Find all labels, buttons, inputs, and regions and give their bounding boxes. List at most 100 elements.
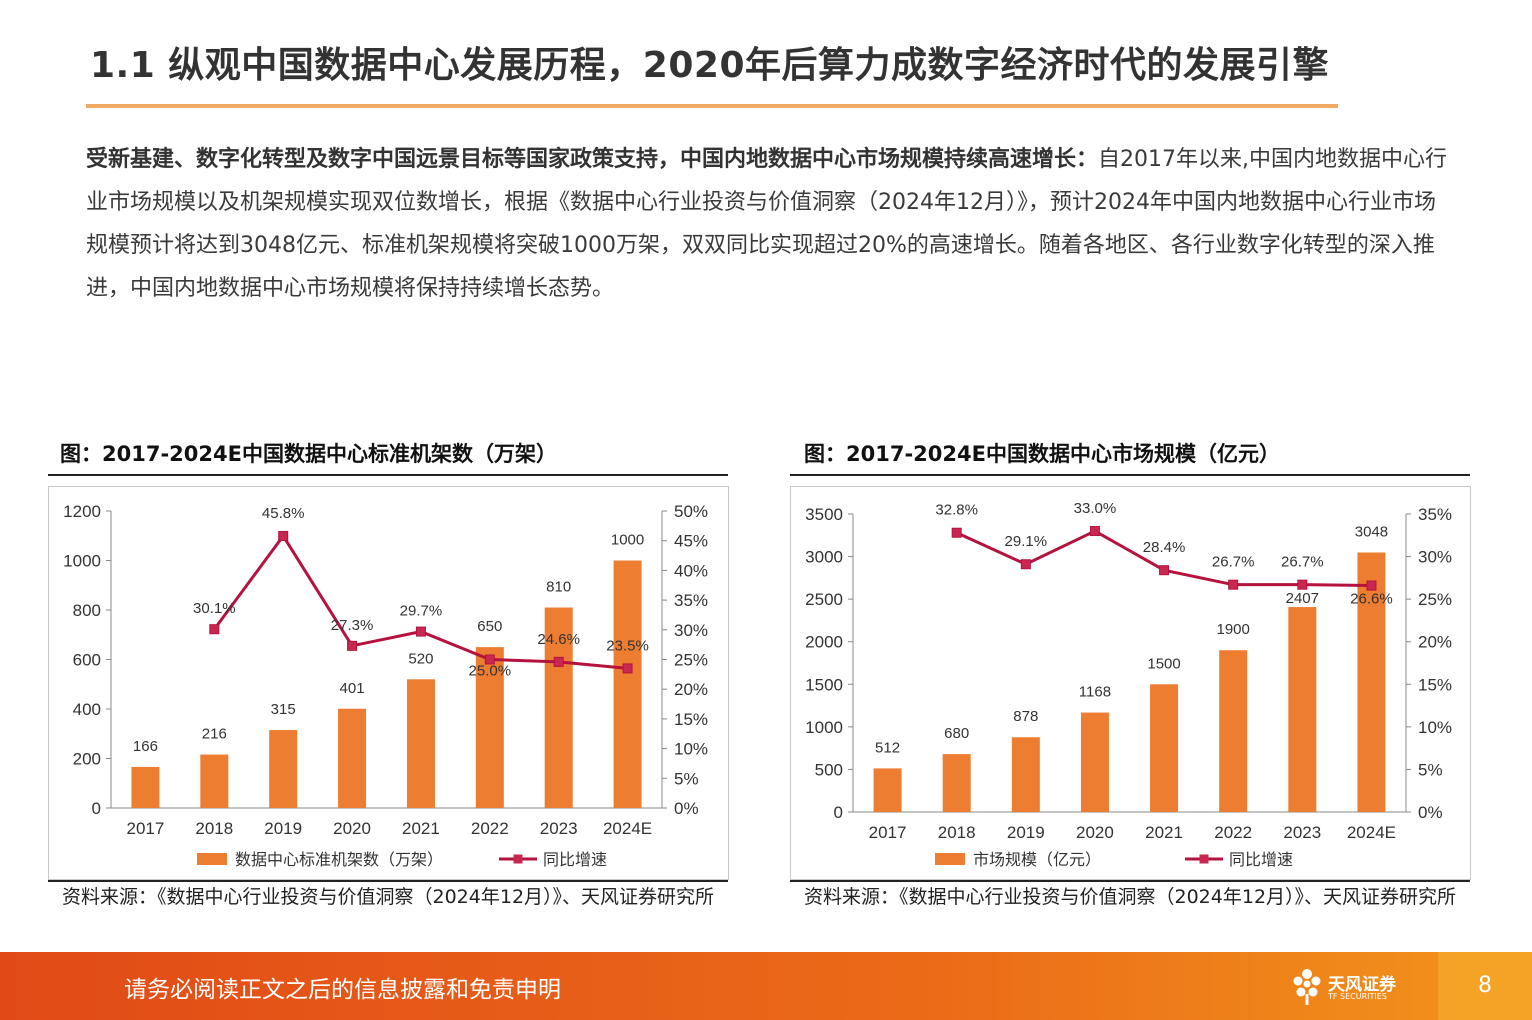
chart2-growth-value-label: 28.4%: [1143, 539, 1186, 556]
chart2-svg: 0 500 1000 1500 2000 2500 3000 3500 0% 5% 10% 15% 20…: [805, 500, 1452, 869]
chart1-bar: [269, 730, 298, 808]
chart2-bar: [1150, 684, 1179, 812]
chart1-bar-value-label: 166: [133, 738, 158, 755]
chart1-growth-marker: [209, 624, 220, 635]
chart2-category-label: 2017: [869, 823, 907, 842]
chart2-bar-value-label: 878: [1013, 708, 1038, 725]
chart1-category-label: 2022: [471, 819, 509, 838]
chart2-bar: [942, 754, 971, 812]
chart2-legend-bar-swatch: [935, 853, 965, 865]
chart2-left-tick-label: 3000: [805, 548, 843, 567]
chart1-bar-value-label: 650: [477, 618, 502, 635]
chart2-bar: [1357, 552, 1386, 812]
chart1-left-tick-label: 400: [73, 700, 101, 719]
chart2-bar-value-label: 680: [944, 725, 969, 742]
chart2-category-label: 2021: [1145, 823, 1183, 842]
logo-name: 天风证券: [1328, 975, 1396, 995]
chart2-source: 资料来源：《数据中心行业投资与价值洞察（2024年12月）》、天风证券研究所: [804, 886, 1457, 908]
chart2-category-label: 2022: [1214, 823, 1252, 842]
chart1-bar: [200, 754, 229, 808]
chart1-right-tick-label: 30%: [674, 621, 708, 640]
chart2-growth-value-label: 26.7%: [1212, 554, 1255, 571]
chart2-legend-line-label: 同比增速: [1229, 851, 1293, 869]
chart2-caption-rule: [790, 474, 1470, 476]
chart1-growth-marker: [484, 654, 495, 665]
chart2-growth-marker: [1228, 579, 1239, 590]
chart2-bar-value-label: 1900: [1217, 621, 1250, 638]
chart1-right-tick-label: 25%: [674, 651, 708, 670]
intro-bold-lead: 受新基建、数字化转型及数字中国远景目标等国家政策支持，中国内地数据中心市场规模持…: [86, 147, 1099, 172]
flower-logo-icon: [1293, 969, 1321, 1005]
chart2-growth-marker: [1089, 526, 1100, 537]
chart1-left-tick-label: 0: [92, 799, 101, 818]
chart1-right-tick-label: 20%: [674, 680, 708, 699]
chart1-left-tick-label: 800: [73, 601, 101, 620]
page-number: 8: [1478, 973, 1492, 998]
chart2-legend-line-marker: [1199, 854, 1209, 864]
chart1-category-label: 2017: [127, 819, 165, 838]
chart1-right-tick-label: 40%: [674, 561, 708, 580]
chart2-growth-value-label: 29.1%: [1005, 533, 1048, 550]
chart2-source-rule: [790, 880, 1470, 882]
chart1-left-tick-label: 200: [73, 750, 101, 769]
chart1-category-label: 2021: [402, 819, 440, 838]
chart1-bar-value-label: 810: [546, 579, 571, 596]
chart1-growth-value-label: 25.0%: [469, 663, 512, 680]
footer-bar: [0, 952, 1532, 1020]
chart1-legend-bar-label: 数据中心标准机架数（万架）: [235, 851, 443, 869]
chart2-category-label: 2019: [1007, 823, 1045, 842]
chart2-growth-marker: [951, 527, 962, 538]
chart1-legend-line-label: 同比增速: [543, 851, 607, 869]
chart2-growth-marker: [1366, 580, 1377, 591]
chart1-legend-line-marker: [513, 854, 523, 864]
page-number-box: [1438, 952, 1532, 1020]
chart2-growth-marker: [1159, 565, 1170, 576]
chart1-bar: [338, 708, 367, 808]
chart1-legend-bar-swatch: [197, 853, 227, 865]
intro-body: 自2017年以来,中国内地数据中心行业市场规模以及机架规模实现双位数增长，根据《…: [86, 147, 1447, 301]
chart1-right-tick-label: 10%: [674, 740, 708, 759]
chart2-left-tick-label: 2000: [805, 633, 843, 652]
chart2-growth-value-label: 26.6%: [1350, 591, 1393, 608]
chart1-bar-value-label: 216: [202, 726, 227, 743]
chart1-right-tick-label: 0%: [674, 799, 699, 818]
chart1-category-label: 2024E: [603, 819, 652, 838]
page-title: 1.1 纵观中国数据中心发展历程，2020年后算力成数字经济时代的发展引擎: [90, 45, 1330, 86]
chart2-growth-value-label: 26.7%: [1281, 554, 1324, 571]
title-divider: [86, 104, 1338, 108]
chart2-bar: [1011, 737, 1040, 812]
chart1-right-tick-label: 50%: [674, 502, 708, 521]
chart1-growth-marker: [622, 663, 633, 674]
chart1-source-rule: [48, 880, 728, 882]
chart2-bar: [1080, 712, 1109, 812]
chart1-left-tick-label: 1200: [63, 502, 101, 521]
chart2-left-tick-label: 500: [815, 760, 843, 779]
chart2-caption: 图：2017-2024E中国数据中心市场规模（亿元）: [804, 442, 1280, 466]
chart1-growth-value-label: 23.5%: [606, 637, 649, 654]
chart1-container: 0 200 400 600 800 1000 1200 0% 5% 10% 15% 20% 25% 30%…: [48, 486, 729, 880]
chart2-bar-value-label: 1168: [1079, 684, 1111, 701]
chart1-bar-value-label: 315: [271, 701, 296, 718]
chart1-right-tick-label: 35%: [674, 591, 708, 610]
logo-subtitle: TF SECURITIES: [1328, 992, 1387, 1001]
chart2-growth-marker: [1020, 559, 1031, 570]
chart2-category-label: 2020: [1076, 823, 1114, 842]
chart1-growth-value-label: 30.1%: [193, 600, 236, 617]
chart1-bar-value-label: 520: [408, 650, 433, 667]
chart1-bar: [475, 647, 504, 808]
chart1-right-tick-label: 15%: [674, 710, 708, 729]
chart2-right-tick-label: 25%: [1418, 590, 1452, 609]
chart1-source: 资料来源：《数据中心行业投资与价值洞察（2024年12月）》、天风证券研究所: [62, 886, 715, 908]
chart2-category-label: 2018: [938, 823, 976, 842]
chart2-category-label: 2023: [1283, 823, 1321, 842]
chart1-growth-marker: [415, 626, 426, 637]
chart2-bar: [1219, 650, 1248, 812]
chart1-right-tick-label: 45%: [674, 532, 708, 551]
chart2-bar-value-label: 512: [875, 739, 900, 756]
chart2-left-tick-label: 1500: [805, 675, 843, 694]
chart2-right-tick-label: 35%: [1418, 505, 1452, 524]
chart1-svg: 0 200 400 600 800 1000 1200 0% 5% 10% 15% 20% 25% 30%…: [63, 502, 708, 869]
chart1-growth-value-label: 29.7%: [400, 603, 443, 620]
chart2-left-tick-label: 3500: [805, 505, 843, 524]
chart1-bar: [131, 766, 160, 808]
